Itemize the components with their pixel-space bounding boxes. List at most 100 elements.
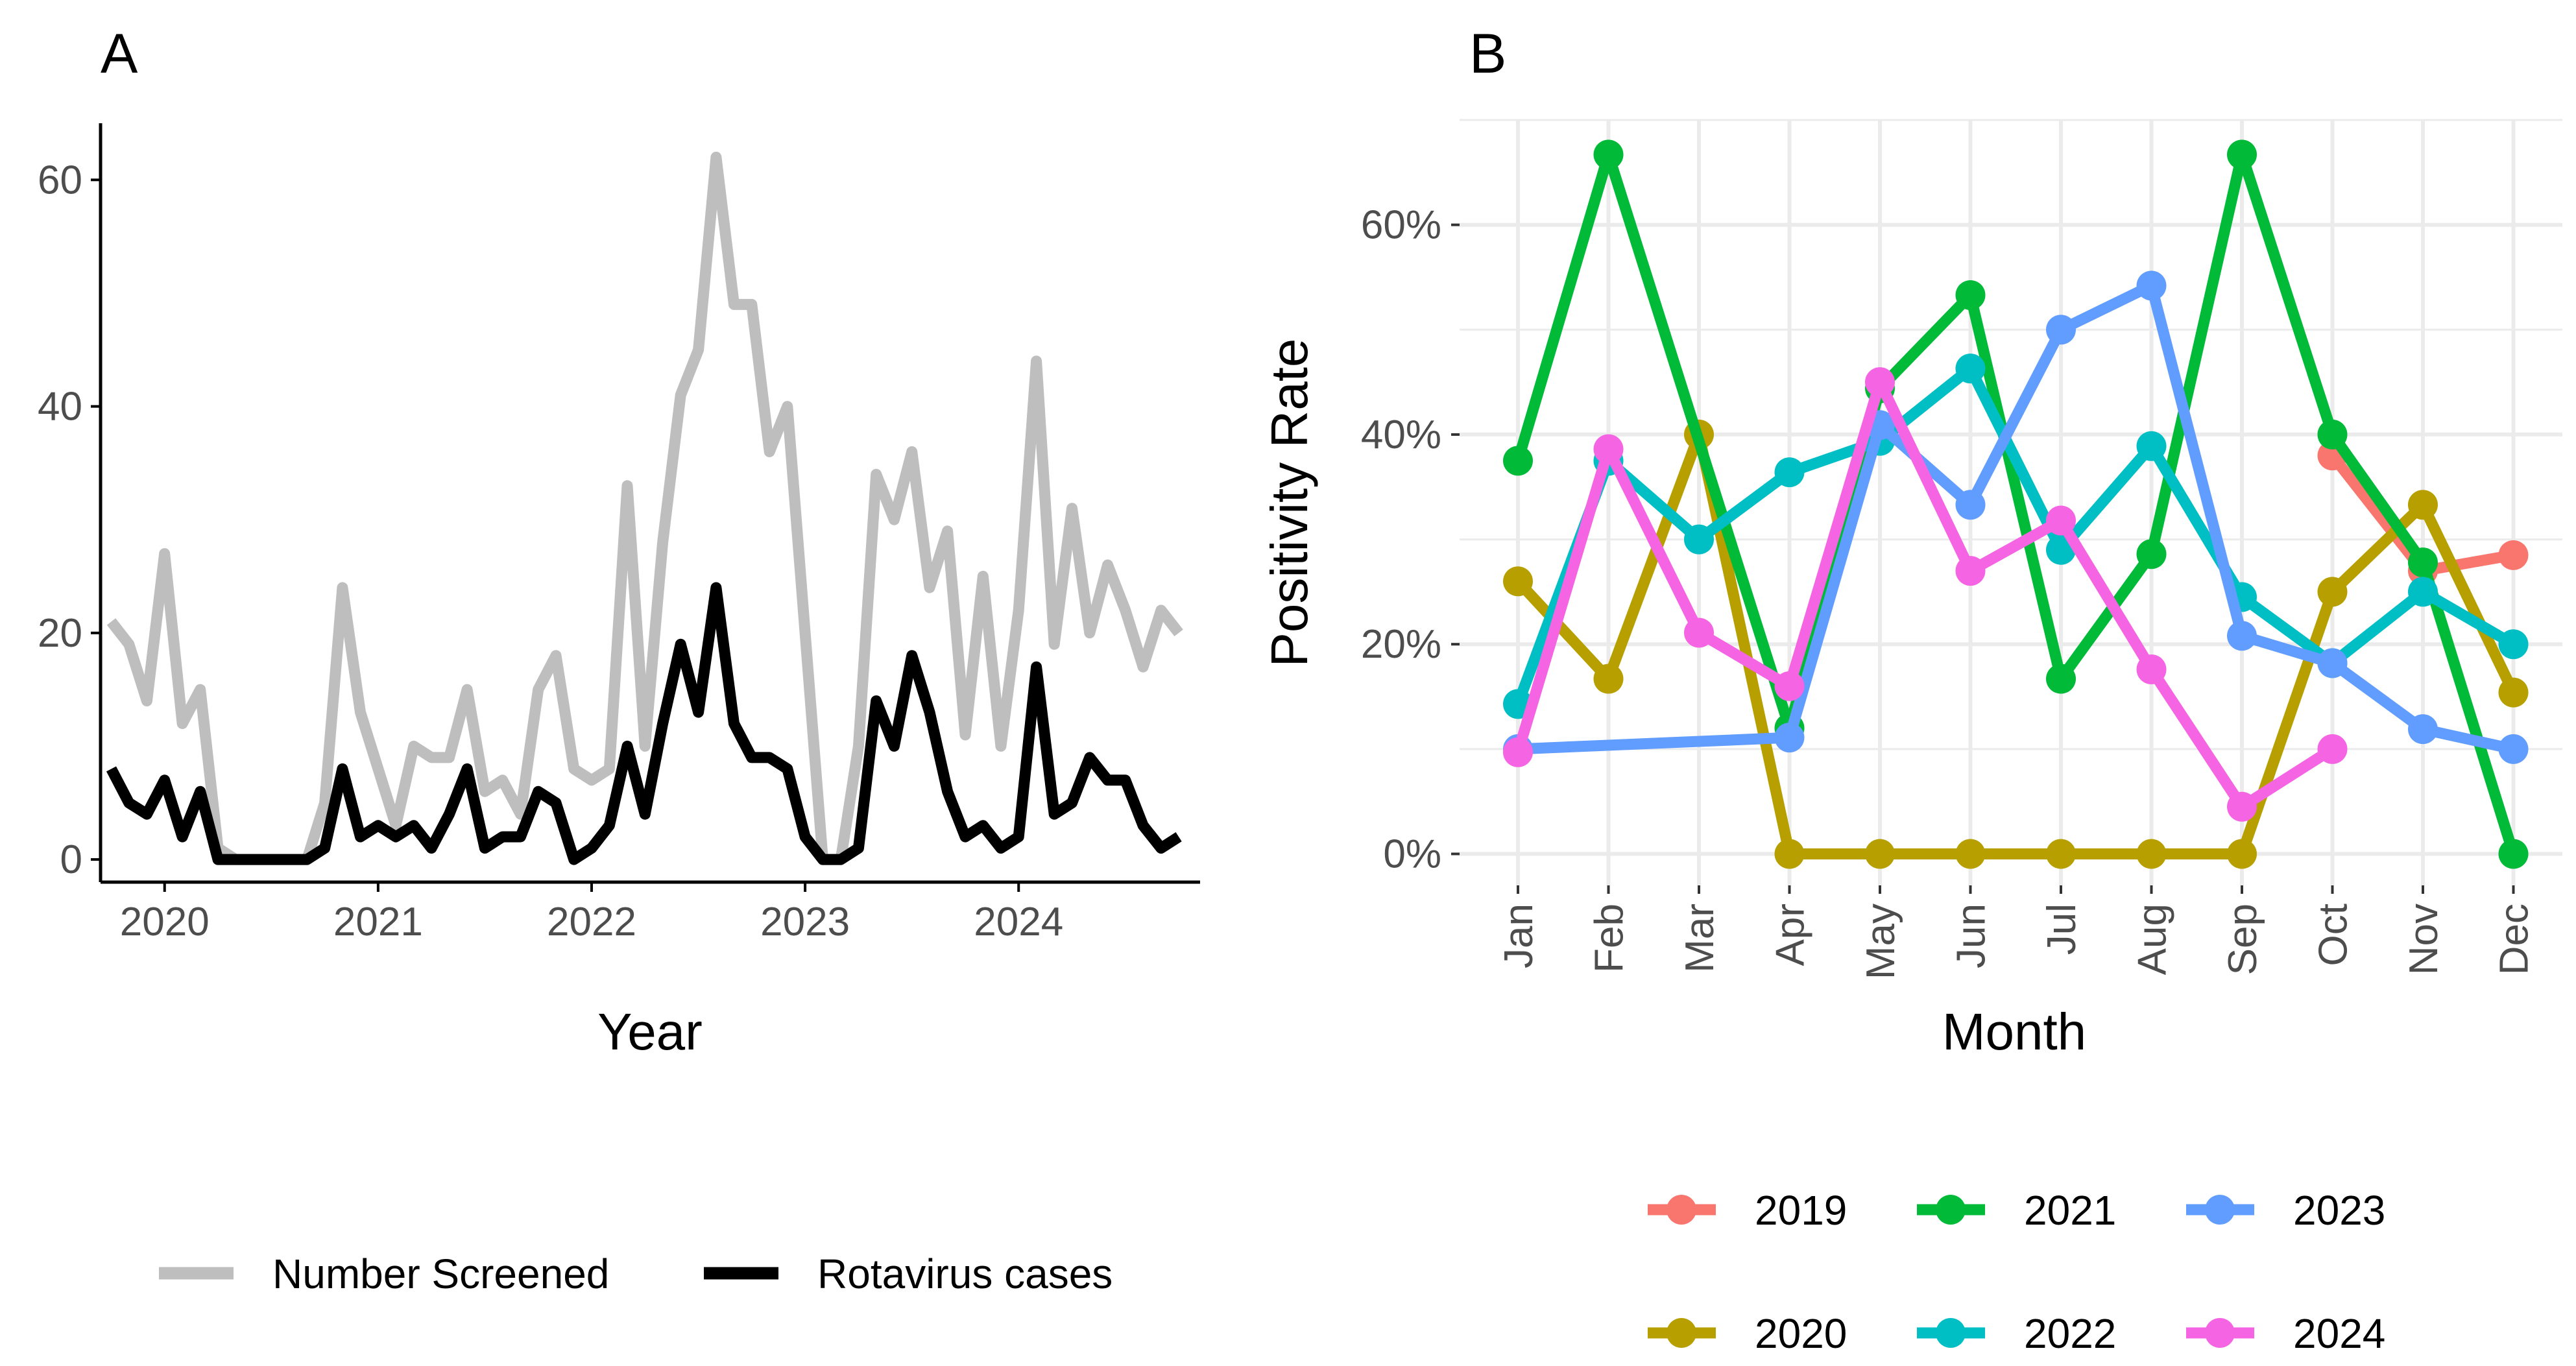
panel-a-label: A [101,23,138,85]
data-point-2024-Jul [2046,505,2076,536]
data-point-2020-Jan [1503,566,1533,597]
x-tick-label: May [1859,904,1903,979]
x-tick-label: Sep [2221,904,2265,975]
data-point-2021-Dec [2498,839,2529,869]
legend-item: Rotavirus cases [704,1251,1113,1297]
y-tick-label: 40% [1361,413,1441,457]
x-tick-label: Mar [1678,904,1722,973]
data-point-2020-Jul [2046,839,2076,869]
data-point-2024-Oct [2317,734,2348,764]
data-point-2021-Feb [1593,139,1624,170]
x-tick-label: Aug [2130,904,2175,975]
series-2024 [1503,367,2348,822]
y-tick-label: 40 [38,385,82,429]
data-point-2024-May [1865,367,1895,398]
data-point-2022-Nov [2408,577,2438,607]
data-point-2021-Nov [2408,547,2438,578]
y-tick-label: 0 [60,837,82,882]
data-point-2024-Jun [1955,556,1986,586]
y-tick-label: 60 [38,158,82,202]
legend-label: 2019 [1755,1187,1847,1234]
panel-b: B 0% 20% 40% 60% Jan Feb Mar Apr May Jun Jul Aug Se… [1260,23,2562,1357]
y-tick-label: 60% [1361,203,1441,248]
data-point-2024-Mar [1684,617,1714,648]
data-point-2024-Apr [1774,671,1805,701]
panel-a-series [106,151,1183,865]
panel-b-x-ticks: Jan Feb Mar Apr May Jun Jul Aug Sep Oct Nov Dec [1497,885,2537,979]
panel-b-legend: 2019 2021 2023 2020 2022 2024 [1648,1187,2385,1357]
legend-label: 2021 [2024,1187,2116,1234]
x-tick-label: Apr [1768,904,1813,966]
x-tick-label: Nov [2401,904,2446,975]
legend-label: 2020 [1755,1310,1847,1357]
series-line-2023 [1517,280,2515,755]
data-point-2019-Dec [2498,540,2529,570]
data-point-2023-Jul [2046,315,2076,345]
data-point-2024-Jan [1503,737,1533,767]
data-point-2020-Apr [1774,839,1805,869]
panel-b-series [1503,139,2529,869]
data-point-2023-Apr [1774,723,1805,753]
data-point-2022-Apr [1774,457,1805,488]
legend-item: Number Screened [159,1251,609,1297]
data-point-2020-Jun [1955,839,1986,869]
x-tick-label: 2023 [760,900,850,944]
data-point-2021-Jan [1503,446,1533,476]
legend-key-point [1667,1318,1696,1348]
x-tick-label: Oct [2311,904,2356,966]
data-point-2021-Jun [1955,280,1986,310]
legend-key-point [2205,1318,2235,1348]
legend-key-point [1667,1195,1696,1225]
legend-label: Rotavirus cases [817,1251,1113,1297]
panel-a-legend: Number Screened Rotavirus cases [159,1251,1113,1297]
data-point-2021-Jul [2046,664,2076,694]
data-point-2020-Feb [1593,664,1624,694]
legend-item: 2020 [1648,1310,1847,1357]
y-tick-label: 20% [1361,622,1441,667]
series-line-rotavirus-cases [106,582,1182,865]
y-tick-label: 0% [1383,832,1441,877]
data-point-2023-Jun [1955,490,1986,520]
data-point-2023-Nov [2408,714,2438,745]
x-tick-label: Feb [1587,904,1632,973]
legend-label: 2022 [2024,1310,2116,1357]
panel-a-x-title: Year [597,1003,703,1060]
legend-item: 2021 [1917,1187,2116,1234]
panel-b-y-title: Positivity Rate [1260,339,1318,667]
data-point-2021-Oct [2317,419,2348,449]
legend-label: 2023 [2293,1187,2385,1234]
data-point-2021-Aug [2136,539,2167,569]
y-tick-label: 20 [38,611,82,656]
legend-key-point [1936,1195,1966,1225]
data-point-2024-Feb [1593,434,1624,464]
data-point-2020-Oct [2317,577,2348,607]
legend-item: 2019 [1648,1187,1847,1234]
data-point-2023-Oct [2317,648,2348,678]
data-point-2023-Sep [2227,621,2257,651]
x-tick-label: 2020 [120,900,210,944]
legend-label: 2024 [2293,1310,2385,1357]
legend-item: 2023 [2186,1187,2385,1234]
data-point-2020-Dec [2498,677,2529,708]
legend-item: 2022 [1917,1310,2116,1357]
series-line-2024 [1512,376,2336,813]
data-point-2022-Jun [1955,353,1986,384]
panel-a-y-ticks: 0 20 40 60 [38,158,101,882]
data-point-2020-Aug [2136,839,2167,869]
series-line-number-screened [106,151,1183,865]
panel-b-plot-background [1460,120,2562,885]
panel-b-y-ticks: 0% 20% 40% 60% [1361,203,1460,877]
series-line-2020 [1513,429,2519,859]
panel-a-x-ticks: 2020 2021 2022 2023 2024 [120,882,1063,944]
data-point-2023-Aug [2136,270,2167,301]
series-line-2022 [1513,363,2516,706]
x-tick-label: Jul [2040,904,2084,955]
data-point-2020-Sep [2227,839,2257,869]
data-point-2020-May [1865,839,1895,869]
data-point-2024-Sep [2227,791,2257,822]
data-point-2022-Dec [2498,629,2529,660]
data-point-2023-Dec [2498,734,2529,764]
data-point-2021-Sep [2227,139,2257,170]
x-tick-label: 2024 [974,900,1063,944]
